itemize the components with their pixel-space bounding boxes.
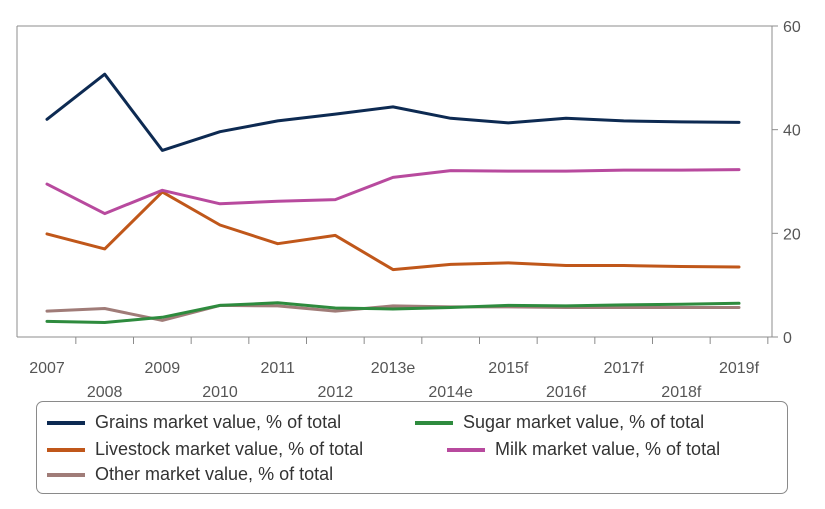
x-tick-label: 2013e [371, 360, 416, 377]
legend-swatch-other [47, 472, 85, 477]
legend-swatch-sugar [415, 420, 453, 425]
x-tick-label: 2018f [661, 384, 702, 400]
legend-label-livestock: Livestock market value, % of total [95, 439, 364, 459]
legend-item-other: Other market value, % of total [47, 464, 333, 485]
x-tick-label: 2016f [546, 384, 587, 400]
x-tick-label: 2017f [604, 360, 645, 377]
legend-swatch-milk [447, 447, 485, 452]
legend-item-grains: Grains market value, % of total [47, 412, 341, 433]
y-tick-label: 20 [783, 226, 801, 243]
y-tick-label: 60 [783, 19, 801, 36]
legend-swatch-grains [47, 420, 85, 425]
series-line-1 [45, 301, 741, 324]
y-tick-label: 40 [783, 123, 801, 140]
x-tick-label: 2011 [260, 360, 295, 377]
x-tick-label: 2009 [145, 360, 181, 377]
x-tick-label: 2019f [719, 360, 760, 377]
line-chart: 0 20 40 60 2007 2008 2009 2010 2011 2012 2013e 2014… [16, 19, 801, 400]
x-tick-label: 2008 [87, 384, 123, 400]
series-line-3 [45, 168, 741, 216]
legend-label-other: Other market value, % of total [95, 464, 334, 484]
chart-legend: Grains market value, % of total Sugar ma… [36, 401, 788, 494]
legend-label-grains: Grains market value, % of total [95, 412, 342, 432]
series-line-4 [45, 303, 741, 322]
chart-series [45, 72, 741, 324]
legend-item-livestock: Livestock market value, % of total [47, 439, 363, 460]
legend-label-sugar: Sugar market value, % of total [463, 412, 705, 432]
chart-axes [16, 25, 778, 344]
legend-item-milk: Milk market value, % of total [447, 439, 720, 460]
series-line-0 [45, 72, 741, 152]
x-tick-label: 2012 [318, 384, 354, 400]
legend-label-milk: Milk market value, % of total [495, 439, 721, 459]
x-tick-label: 2014e [428, 384, 473, 400]
series-line-2 [45, 190, 741, 272]
chart-tick-labels: 0 20 40 60 2007 2008 2009 2010 2011 2012 2013e 2014… [29, 19, 801, 400]
y-tick-label: 0 [783, 330, 792, 347]
legend-swatch-livestock [47, 447, 85, 452]
legend-item-sugar: Sugar market value, % of total [415, 412, 704, 433]
x-tick-label: 2015f [488, 360, 529, 377]
x-tick-label: 2010 [202, 384, 238, 400]
x-tick-label: 2007 [29, 360, 65, 377]
